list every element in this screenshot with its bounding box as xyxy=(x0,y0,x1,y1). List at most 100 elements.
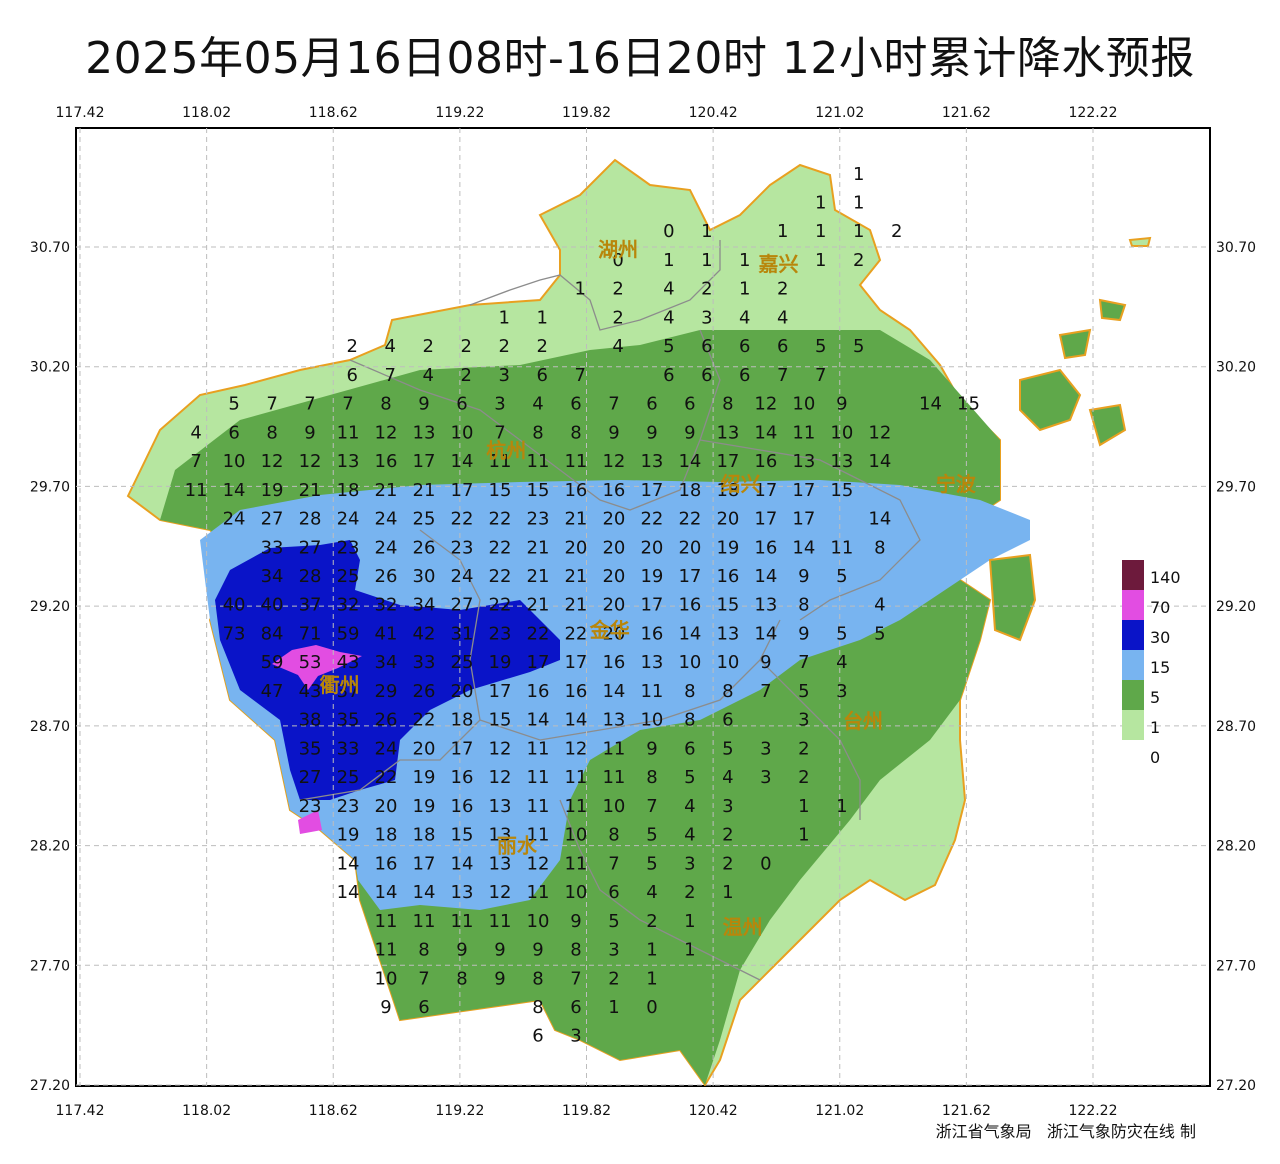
precip-value: 2 xyxy=(612,279,623,300)
precip-value: 16 xyxy=(527,681,550,702)
precip-value: 2 xyxy=(422,336,433,357)
precip-value: 31 xyxy=(451,623,474,644)
precip-value: 12 xyxy=(375,422,398,443)
precip-value: 21 xyxy=(564,595,587,616)
city-label: 衢州 xyxy=(320,673,360,697)
boundary-jinhua xyxy=(419,529,781,741)
lat-tick-label-left: 30.70 xyxy=(30,240,70,256)
precip-value: 10 xyxy=(375,968,398,989)
lon-tick-label-top: 119.22 xyxy=(435,105,484,121)
precip-value: 17 xyxy=(451,480,474,501)
precip-value: 20 xyxy=(564,537,587,558)
precip-value: 7 xyxy=(304,394,315,415)
precip-value: 2 xyxy=(798,738,809,759)
precip-value: 14 xyxy=(919,394,942,415)
precip-value: 11 xyxy=(185,480,208,501)
precip-value: 13 xyxy=(451,882,474,903)
lat-tick-label-right: 28.20 xyxy=(1216,839,1256,855)
precip-value: 8 xyxy=(874,537,885,558)
precip-value: 2 xyxy=(722,853,733,874)
precip-value: 19 xyxy=(716,537,739,558)
precip-value: 11 xyxy=(489,451,512,472)
precip-value: 13 xyxy=(716,422,739,443)
precip-value: 11 xyxy=(527,767,550,788)
precip-value: 3 xyxy=(722,796,733,817)
precip-value: 20 xyxy=(413,738,436,759)
precip-value: 13 xyxy=(602,710,625,731)
precip-value: 2 xyxy=(891,221,902,242)
precip-value: 14 xyxy=(375,882,398,903)
precip-value: 25 xyxy=(413,509,436,530)
precip-value: 6 xyxy=(684,394,695,415)
precip-value: 6 xyxy=(722,710,733,731)
precip-value: 16 xyxy=(375,853,398,874)
precip-value: 59 xyxy=(337,623,360,644)
precip-value: 10 xyxy=(792,394,815,415)
precip-value: 19 xyxy=(489,652,512,673)
precip-value: 22 xyxy=(489,537,512,558)
precip-value: 3 xyxy=(570,1026,581,1047)
precip-value: 4 xyxy=(663,279,674,300)
lon-tick-label-top: 117.42 xyxy=(56,105,105,121)
precip-value: 9 xyxy=(456,940,467,961)
precip-value: 0 xyxy=(612,250,623,271)
precip-value: 20 xyxy=(451,681,474,702)
precip-value: 2 xyxy=(498,336,509,357)
precip-value: 14 xyxy=(754,623,777,644)
precip-value: 12 xyxy=(602,451,625,472)
precip-value: 5 xyxy=(646,853,657,874)
precip-value: 2 xyxy=(684,882,695,903)
precip-value: 18 xyxy=(375,825,398,846)
precip-value: 4 xyxy=(663,307,674,328)
legend-label: 0 xyxy=(1150,748,1160,767)
precip-value: 4 xyxy=(836,652,847,673)
precip-value: 10 xyxy=(602,796,625,817)
precip-value: 7 xyxy=(777,365,788,386)
precip-value: 20 xyxy=(602,623,625,644)
precip-value: 34 xyxy=(413,595,436,616)
precip-value: 22 xyxy=(489,509,512,530)
city-label: 台州 xyxy=(843,709,883,733)
precip-value: 17 xyxy=(792,509,815,530)
island-cluster-east xyxy=(988,298,1127,642)
precip-value: 13 xyxy=(489,853,512,874)
precip-value: 6 xyxy=(418,997,429,1018)
precipitation-value-labels: 11 10 1 1 1 1 20 1 1 1 1 21 2 4 2 1 21 1 2 4 3 4 42 4 2 2 2 2 4 5 6 6 6 5… xyxy=(185,164,980,1047)
precip-value: 1 xyxy=(853,221,864,242)
precip-value: 12 xyxy=(868,422,891,443)
precip-value: 9 xyxy=(380,997,391,1018)
precip-value: 2 xyxy=(701,279,712,300)
city-label: 绍兴 xyxy=(721,472,761,496)
lon-tick-label-top: 119.82 xyxy=(562,105,611,121)
precip-value: 6 xyxy=(570,394,581,415)
band-70-magenta xyxy=(272,645,362,690)
precip-value: 8 xyxy=(456,968,467,989)
band-30-dark-blue xyxy=(215,540,560,800)
legend-swatch xyxy=(1122,590,1144,620)
legend-label: 30 xyxy=(1150,628,1170,647)
lat-tick-label-right: 29.70 xyxy=(1216,479,1256,495)
precip-value: 5 xyxy=(815,336,826,357)
precip-value: 3 xyxy=(701,307,712,328)
precip-value: 6 xyxy=(701,336,712,357)
precip-value: 22 xyxy=(375,767,398,788)
precip-value: 13 xyxy=(754,595,777,616)
precip-value: 10 xyxy=(716,652,739,673)
precip-value: 10 xyxy=(678,652,701,673)
precip-value: 11 xyxy=(564,767,587,788)
precip-value: 15 xyxy=(716,595,739,616)
precip-value: 17 xyxy=(527,652,550,673)
precip-value: 3 xyxy=(494,394,505,415)
precip-value: 16 xyxy=(754,451,777,472)
precipitation-bands xyxy=(126,158,1152,1086)
precip-value: 1 xyxy=(701,250,712,271)
precip-value: 35 xyxy=(337,710,360,731)
precip-value: 9 xyxy=(532,940,543,961)
precip-value: 5 xyxy=(608,911,619,932)
precip-value: 42 xyxy=(413,623,436,644)
lat-tick-label-right: 30.70 xyxy=(1216,240,1256,256)
precip-value: 17 xyxy=(754,480,777,501)
precip-value: 1 xyxy=(722,882,733,903)
precip-value: 12 xyxy=(564,738,587,759)
city-label: 宁波 xyxy=(936,472,977,496)
